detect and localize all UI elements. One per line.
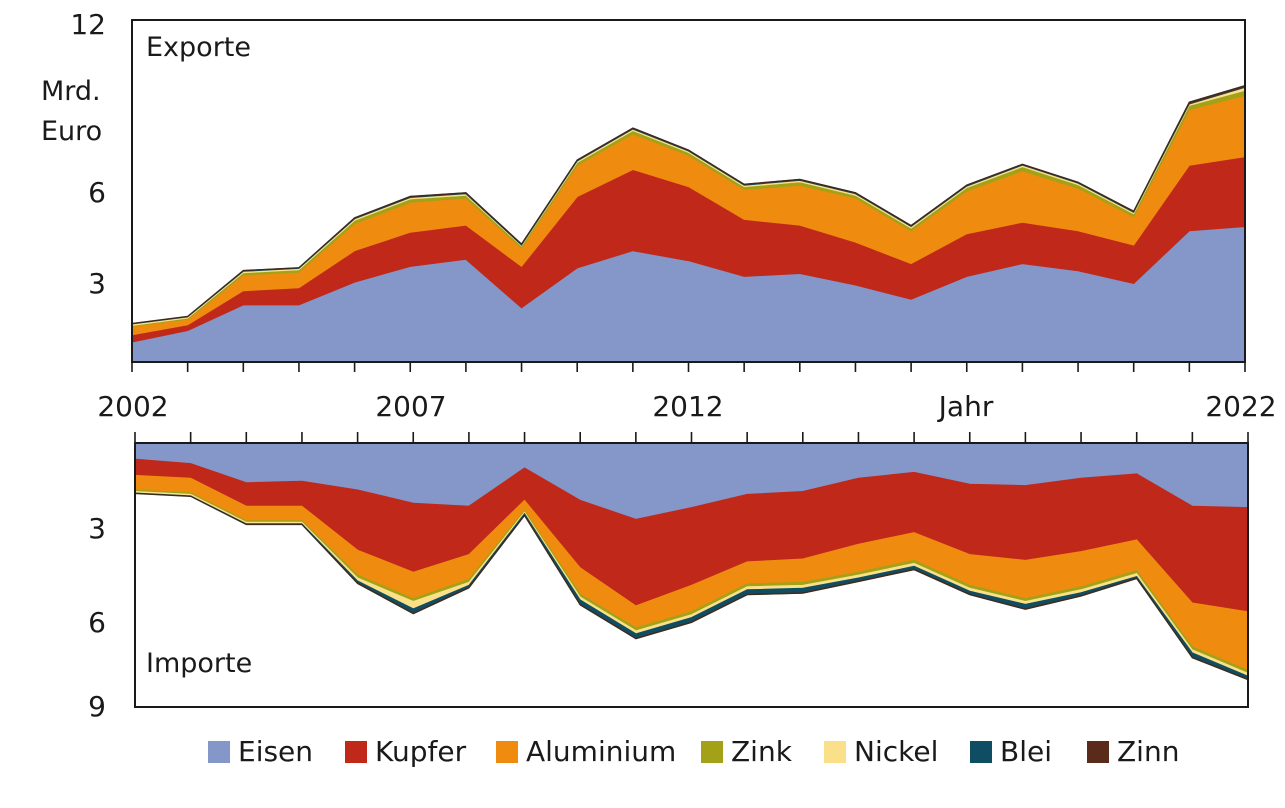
x-tick-label: 2007	[375, 390, 446, 423]
x-tick-label: 2002	[97, 390, 168, 423]
legend-label-eisen: Eisen	[238, 735, 313, 768]
x-tick-label: 2012	[652, 390, 723, 423]
imports-areas	[134, 442, 1249, 681]
legend-swatch-kupfer	[345, 741, 367, 763]
imports-panel-title: Importe	[146, 648, 252, 679]
legend-label-nickel: Nickel	[854, 735, 938, 768]
legend-swatch-eisen	[208, 741, 230, 763]
legend-label-kupfer: Kupfer	[375, 735, 467, 768]
legend-label-zinn: Zinn	[1117, 735, 1179, 768]
legend: Eisen Kupfer Aluminium Zink Nickel Blei …	[208, 735, 1179, 768]
legend-label-zink: Zink	[731, 735, 793, 768]
exports-y-unit-line2: Euro	[41, 116, 102, 147]
legend-label-aluminium: Aluminium	[526, 735, 676, 768]
exports-panel-title: Exporte	[146, 32, 251, 63]
exports-y-unit-line1: Mrd.	[41, 76, 101, 107]
legend-swatch-zink	[701, 741, 723, 763]
exports-areas	[131, 85, 1246, 363]
exports-y-tick-label: 12	[70, 8, 106, 41]
x-tick-marks	[131, 362, 1249, 443]
stack-outline	[134, 492, 1249, 681]
exports-y-tick-label: 3	[88, 267, 106, 300]
imports-y-tick-label: 3	[88, 512, 106, 545]
legend-swatch-zinn	[1087, 741, 1109, 763]
x-tick-label: 2022	[1205, 390, 1276, 423]
exports-y-tick-label: 6	[88, 176, 106, 209]
x-axis-label: Jahr	[937, 390, 994, 423]
legend-swatch-blei	[970, 741, 992, 763]
legend-label-blei: Blei	[1000, 735, 1052, 768]
stack-outline	[131, 85, 1246, 325]
legend-swatch-aluminium	[496, 741, 518, 763]
imports-y-tick-label: 6	[88, 606, 106, 639]
imports-y-tick-label: 9	[88, 690, 106, 723]
legend-swatch-nickel	[824, 741, 846, 763]
